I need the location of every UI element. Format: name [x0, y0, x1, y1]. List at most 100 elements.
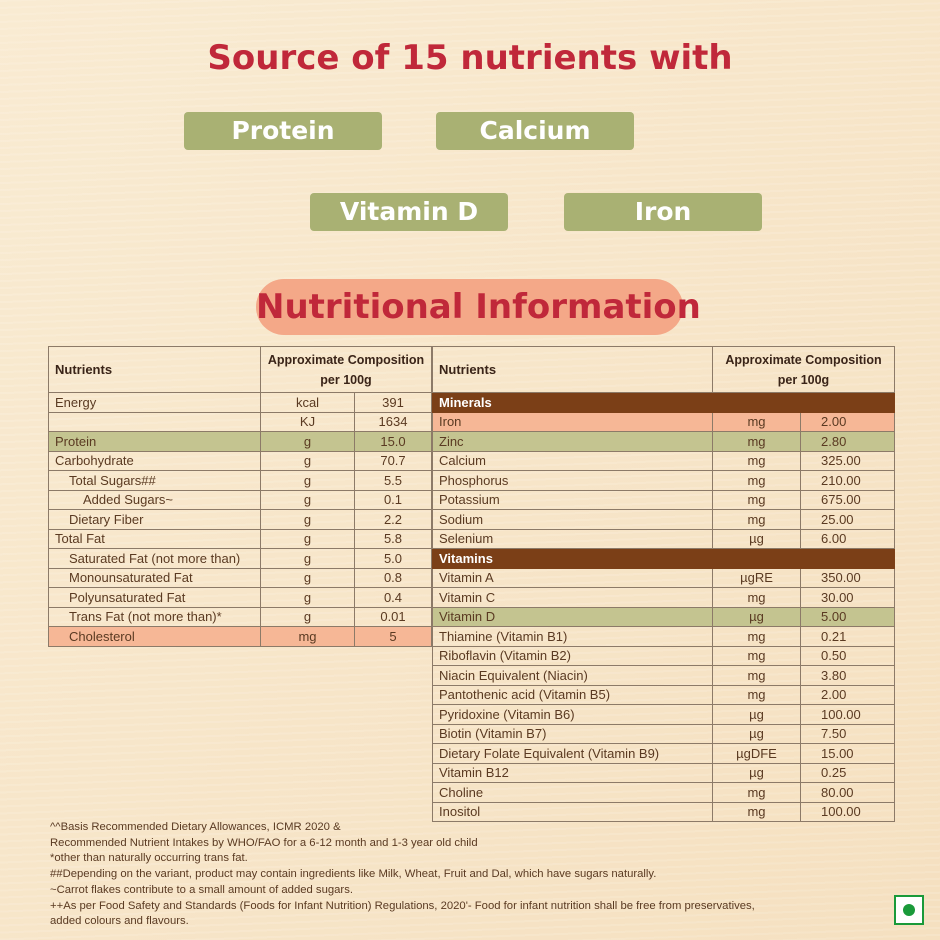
nutrient-unit: mg	[712, 626, 801, 647]
nutrient-name: Biotin (Vitamin B7)	[432, 723, 713, 744]
nutrient-unit: mg	[260, 626, 355, 647]
nutrient-value: 325.00	[800, 450, 895, 471]
nutrient-name: Pantothenic acid (Vitamin B5)	[432, 684, 713, 705]
section-title: Nutritional Information	[256, 279, 701, 335]
table-row: Added Sugars~ g 0.1	[48, 489, 432, 510]
nutrient-unit: mg	[712, 509, 801, 530]
nutrient-value: 210.00	[800, 470, 895, 491]
category-row: Minerals	[432, 392, 895, 413]
nutrient-name: Protein	[48, 431, 261, 452]
column-header-nutrients: Nutrients	[432, 346, 713, 393]
category-row: Vitamins	[432, 548, 895, 569]
nutrient-value: 7.50	[800, 723, 895, 744]
nutrient-name: Zinc	[432, 431, 713, 452]
table-row: Phosphorus mg 210.00	[432, 470, 895, 491]
table-row: Pyridoxine (Vitamin B6) µg 100.00	[432, 704, 895, 725]
table-row: Total Sugars## g 5.5	[48, 470, 432, 491]
green-dot-icon	[903, 904, 915, 916]
nutrient-value: 0.25	[800, 762, 895, 783]
highlight-protein: Protein	[184, 112, 382, 150]
nutrient-name: Polyunsaturated Fat	[48, 587, 261, 608]
nutrient-name: Added Sugars~	[48, 489, 261, 510]
nutrient-unit: g	[260, 606, 355, 627]
table-row: Dietary Folate Equivalent (Vitamin B9) µg…	[432, 743, 895, 764]
nutrient-unit: mg	[712, 450, 801, 471]
nutrient-value: 0.01	[354, 606, 432, 627]
nutrient-value: 0.50	[800, 645, 895, 666]
footnote: ~Carrot flakes contribute to a small amo…	[50, 883, 353, 896]
category-label: Minerals	[432, 392, 895, 413]
table-row: Protein g 15.0	[48, 431, 432, 452]
nutrient-value: 0.8	[354, 567, 432, 588]
nutrient-name: Dietary Folate Equivalent (Vitamin B9)	[432, 743, 713, 764]
nutrient-name	[48, 411, 261, 432]
nutrient-name: Vitamin D	[432, 606, 713, 627]
footnote: added colours and flavours.	[50, 915, 189, 928]
nutrient-name: Potassium	[432, 489, 713, 510]
nutrient-unit: µg	[712, 704, 801, 725]
column-header-composition: Approximate Composition per 100g	[712, 346, 895, 393]
nutrient-value: 3.80	[800, 665, 895, 686]
footnotes-intro: ^^Basis Recommended Dietary Allowances, …	[50, 820, 341, 836]
nutrient-unit: KJ	[260, 411, 355, 432]
table-row: Energy kcal 391	[48, 392, 432, 413]
table-row: Niacin Equivalent (Niacin) mg 3.80	[432, 665, 895, 686]
nutrient-value: 5.8	[354, 528, 432, 549]
nutrient-value: 2.80	[800, 431, 895, 452]
vegetarian-mark-icon	[894, 895, 924, 925]
nutrient-value: 350.00	[800, 567, 895, 588]
table-row: Riboflavin (Vitamin B2) mg 0.50	[432, 645, 895, 666]
nutrient-value: 2.00	[800, 684, 895, 705]
footnotes: Recommended Nutrient Intakes by WHO/FAO …	[50, 836, 755, 930]
nutrient-unit: g	[260, 528, 355, 549]
nutrient-name: Carbohydrate	[48, 450, 261, 471]
nutrient-unit: µg	[712, 723, 801, 744]
nutrient-value: 0.4	[354, 587, 432, 608]
nutrient-value: 391	[354, 392, 432, 413]
nutrient-name: Inositol	[432, 801, 713, 822]
nutrient-value: 6.00	[800, 528, 895, 549]
table-row: Cholesterol mg 5	[48, 626, 432, 647]
nutrient-name: Total Sugars##	[48, 470, 261, 491]
table-row: Vitamin B12 µg 0.25	[432, 762, 895, 783]
nutrient-value: 100.00	[800, 801, 895, 822]
nutrient-name: Choline	[432, 782, 713, 803]
table-row: KJ 1634	[48, 411, 432, 432]
nutrient-unit: µg	[712, 762, 801, 783]
nutrient-name: Trans Fat (not more than)*	[48, 606, 261, 627]
nutrient-name: Energy	[48, 392, 261, 413]
nutrient-name: Pyridoxine (Vitamin B6)	[432, 704, 713, 725]
nutrient-unit: g	[260, 587, 355, 608]
footnote: *other than naturally occurring trans fa…	[50, 852, 248, 865]
table-row: Monounsaturated Fat g 0.8	[48, 567, 432, 588]
footnote: ^^Basis Recommended Dietary Allowances, …	[50, 821, 341, 833]
category-label: Vitamins	[432, 548, 895, 569]
nutrient-value: 675.00	[800, 489, 895, 510]
nutrient-unit: g	[260, 431, 355, 452]
table-row: Carbohydrate g 70.7	[48, 450, 432, 471]
table-row: Dietary Fiber g 2.2	[48, 509, 432, 530]
heading: Source of 15 nutrients with	[207, 38, 733, 78]
nutrient-unit: mg	[712, 645, 801, 666]
nutrient-value: 15.0	[354, 431, 432, 452]
nutrient-unit: g	[260, 450, 355, 471]
nutrient-value: 5.0	[354, 548, 432, 569]
table-row: Selenium µg 6.00	[432, 528, 895, 549]
highlight-iron: Iron	[564, 193, 762, 231]
table-row: Zinc mg 2.80	[432, 431, 895, 452]
nutrient-unit: g	[260, 509, 355, 530]
nutrient-value: 70.7	[354, 450, 432, 471]
footnote: ++As per Food Safety and Standards (Food…	[50, 899, 755, 912]
nutrient-value: 0.21	[800, 626, 895, 647]
table-row: Trans Fat (not more than)* g 0.01	[48, 606, 432, 627]
nutrient-name: Monounsaturated Fat	[48, 567, 261, 588]
nutrient-unit: g	[260, 548, 355, 569]
table-row: Potassium mg 675.00	[432, 489, 895, 510]
table-row: Inositol mg 100.00	[432, 801, 895, 822]
nutrient-unit: kcal	[260, 392, 355, 413]
nutrient-unit: µg	[712, 528, 801, 549]
nutrient-value: 30.00	[800, 587, 895, 608]
table-row: Biotin (Vitamin B7) µg 7.50	[432, 723, 895, 744]
